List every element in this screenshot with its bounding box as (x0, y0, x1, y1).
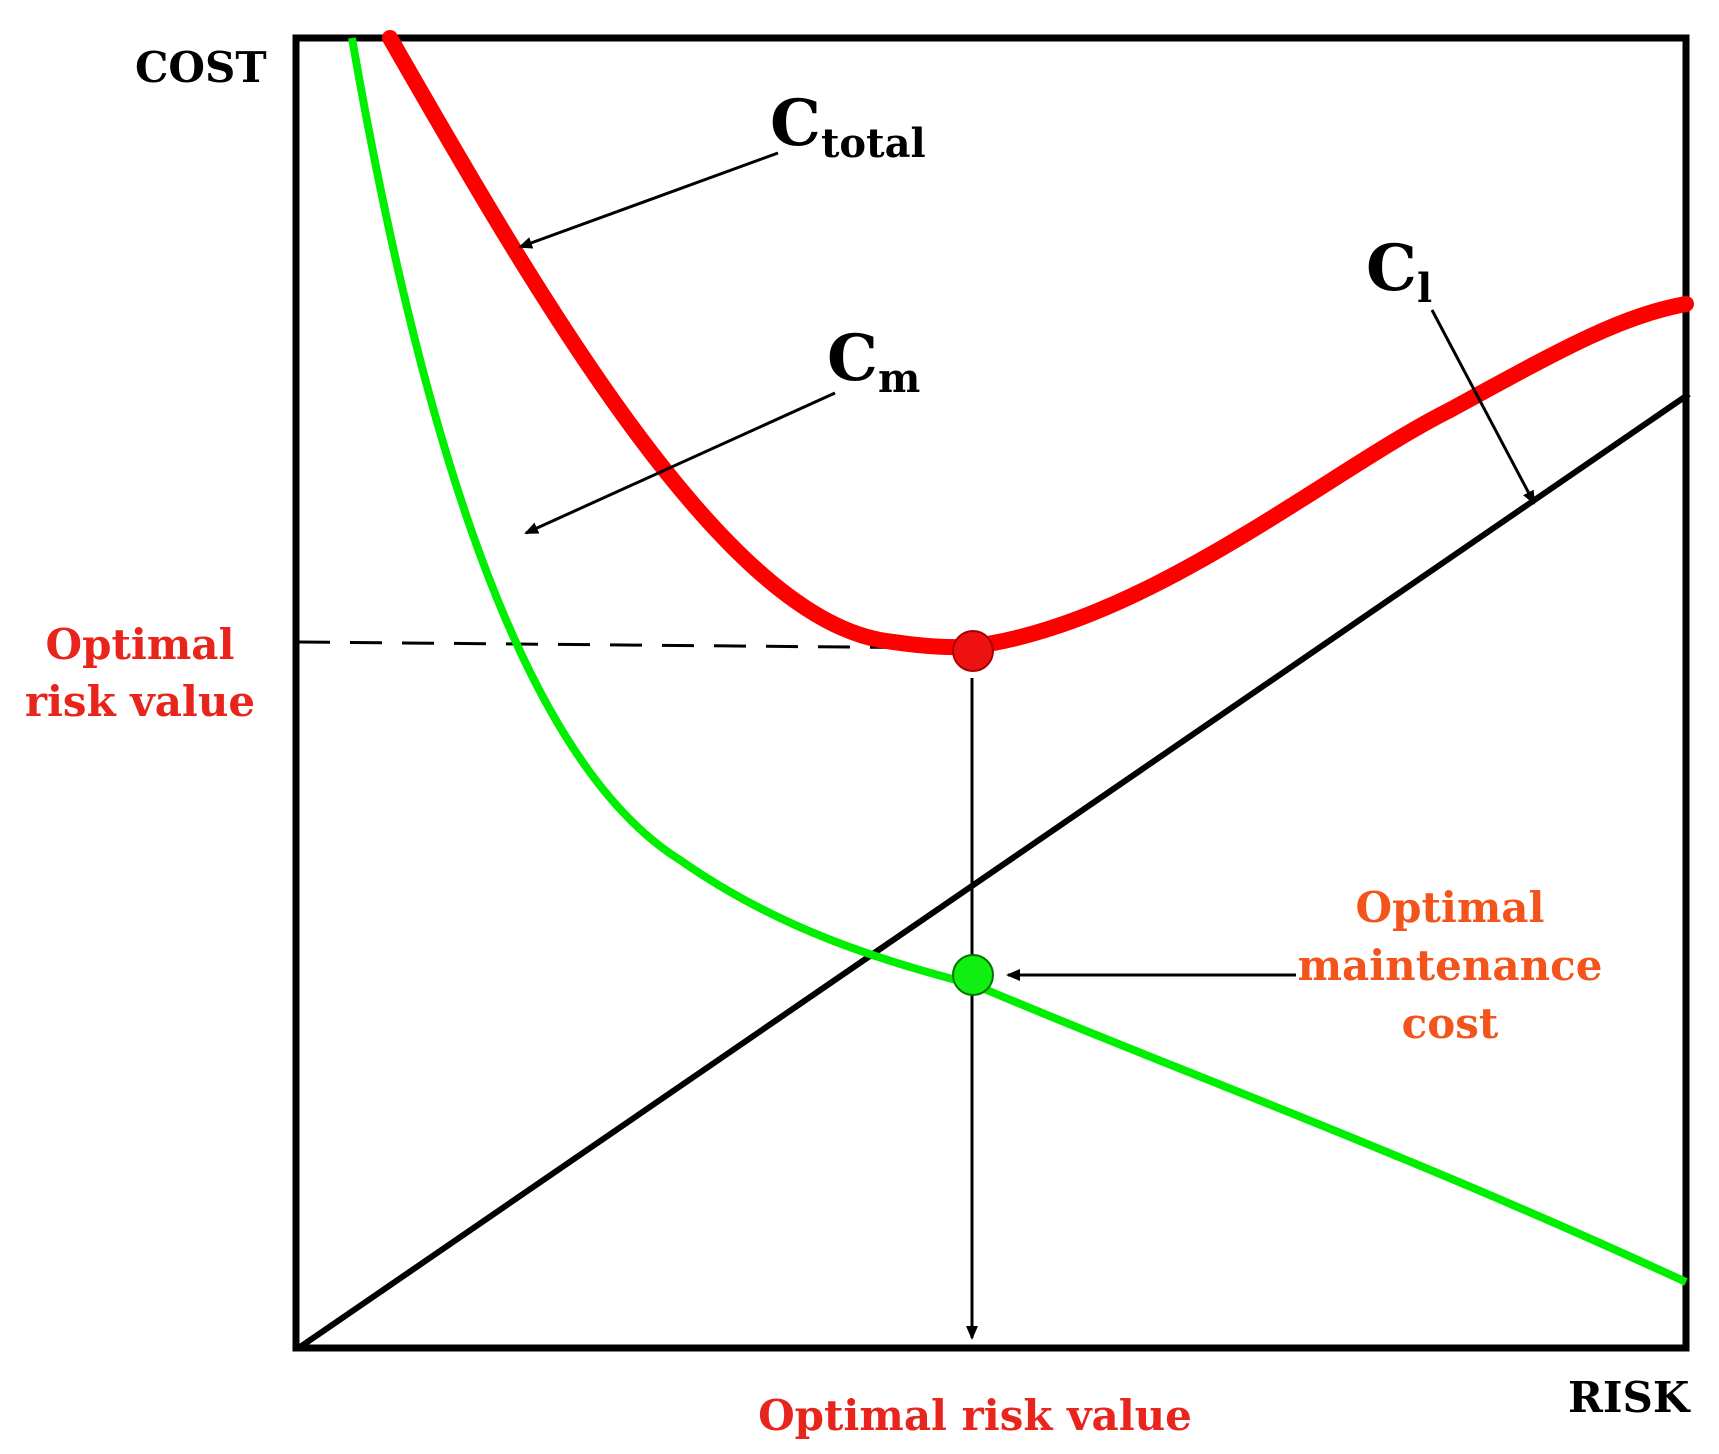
optimal-maintenance-line3: cost (1402, 999, 1499, 1048)
total-label-arrow (518, 151, 779, 249)
loss-cost-label-sub: l (1417, 265, 1432, 312)
total-cost-label: Ctotal (770, 86, 926, 167)
optimal-maintenance-line1: Optimal (1356, 883, 1545, 932)
optimal-risk-left-line1: Optimal (46, 620, 235, 669)
total-cost-label-sub: total (821, 120, 926, 167)
optimal-cost-dashed-line (297, 640, 956, 650)
total-cost-curve (382, 30, 1694, 656)
y-axis-label: COST (135, 43, 267, 92)
loss-cost-line (298, 391, 1691, 1350)
optimal-total-cost-point (952, 630, 994, 672)
loss-cost-label-main: C (1366, 231, 1417, 306)
optimal-maintenance-line2: maintenance (1298, 941, 1603, 990)
maintenance-cost-curve (348, 37, 1688, 1286)
optimal-risk-left-line2: risk value (25, 677, 255, 726)
maintenance-cost-label-main: C (827, 321, 878, 396)
loss-label-arrow (1430, 309, 1536, 505)
maintenance-label-arrow (524, 391, 836, 535)
x-axis-label: RISK (1568, 1373, 1691, 1422)
maintenance-cost-label: Cm (827, 321, 920, 402)
optimal-maintenance-cost-point (952, 954, 994, 996)
plot-frame (292, 34, 1690, 1352)
loss-cost-label: Cl (1366, 231, 1432, 312)
optimal-risk-bottom-label: Optimal risk value (758, 1391, 1192, 1440)
maintenance-cost-label-sub: m (878, 355, 920, 402)
total-cost-label-main: C (770, 86, 821, 161)
